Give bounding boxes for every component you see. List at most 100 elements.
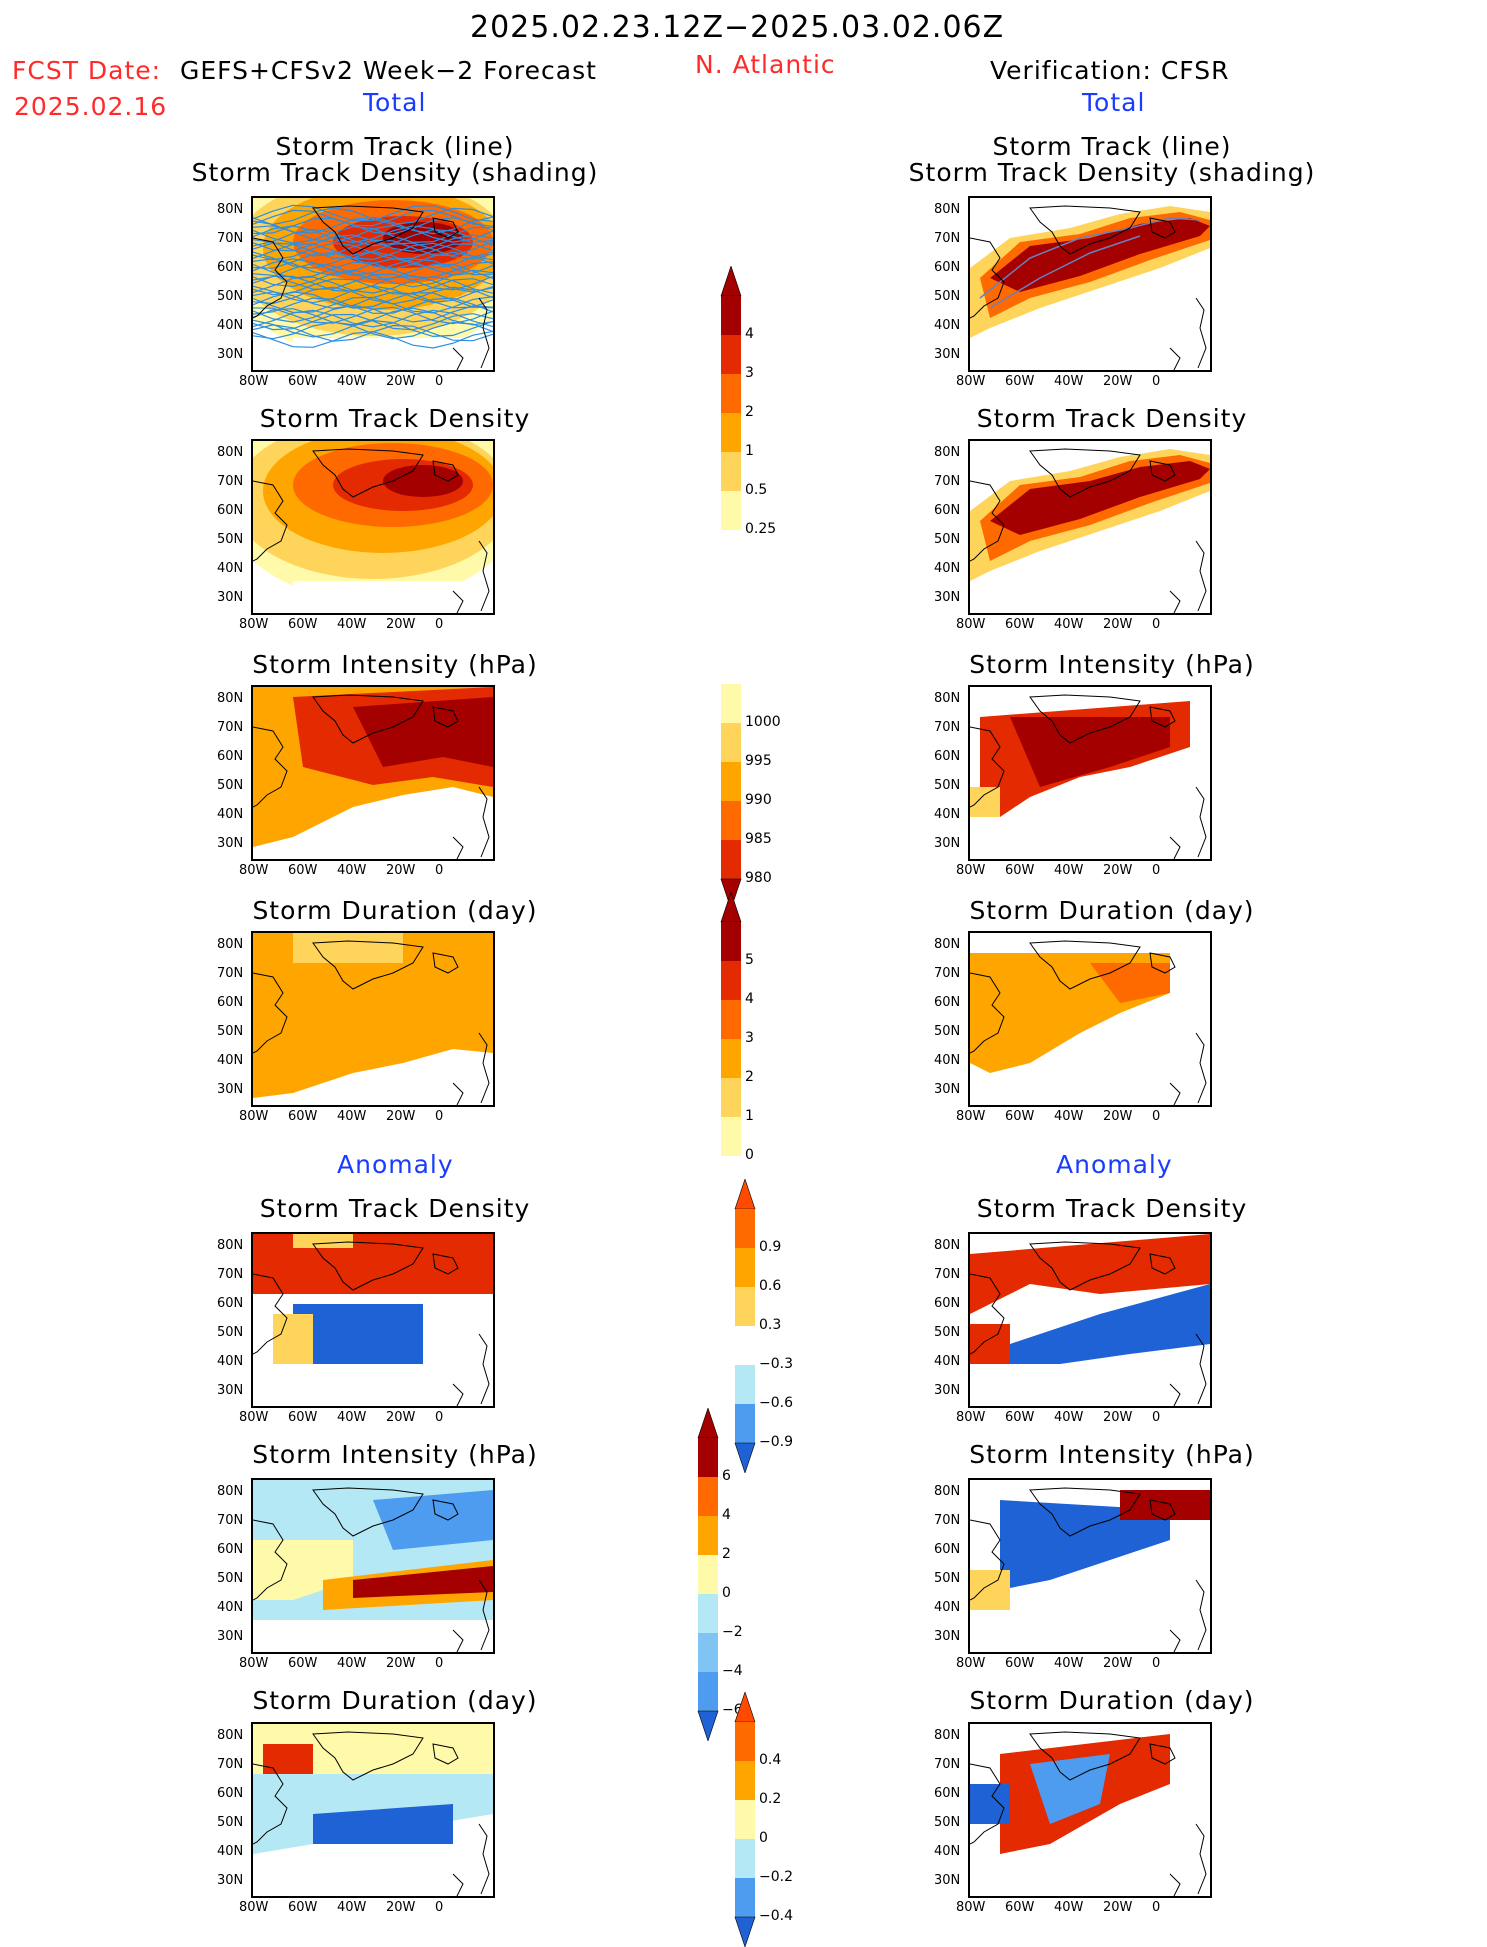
colorbar-tick-label: 980	[745, 870, 772, 886]
lon-tick-label: 20W	[386, 1109, 416, 1124]
lat-tick-label: 80N	[217, 445, 244, 460]
colorbar-tick-label: −0.6	[759, 1395, 793, 1411]
colorbar-tick-label: 0.9	[759, 1239, 782, 1255]
lat-tick-label: 40N	[217, 1844, 244, 1859]
heatmap-field	[970, 441, 1210, 613]
lat-tick-label: 60N	[934, 749, 961, 764]
lon-tick-label: 60W	[1005, 617, 1035, 632]
lat-tick-label: 70N	[217, 1267, 244, 1282]
lon-tick-label: 80W	[239, 863, 269, 878]
map-panel	[968, 685, 1212, 861]
lat-tick-label: 80N	[217, 691, 244, 706]
colorbar-tick-label: −0.4	[759, 1908, 793, 1924]
lat-tick-label: 30N	[217, 1629, 244, 1644]
lon-tick-label: 80W	[956, 1109, 986, 1124]
title-anom-density-right: Storm Track Density	[976, 1194, 1248, 1223]
lon-tick-label: 40W	[1054, 374, 1084, 389]
lat-tick-label: 40N	[217, 1600, 244, 1615]
map-panel	[968, 1232, 1212, 1408]
title-density-right: Storm Track Density	[976, 404, 1248, 433]
map-panel	[251, 1232, 495, 1408]
lon-tick-label: 20W	[1103, 374, 1133, 389]
colorbar-tick-label: −2	[722, 1624, 743, 1640]
lat-tick-label: 30N	[934, 836, 961, 851]
lon-tick-label: 40W	[337, 374, 367, 389]
section-anomaly-right: Anomaly	[1056, 1150, 1173, 1179]
lon-tick-label: 0	[1152, 617, 1161, 632]
lat-tick-label: 30N	[217, 347, 244, 362]
colorbar-tick-label: −0.3	[759, 1356, 793, 1372]
lat-tick-label: 60N	[934, 995, 961, 1010]
lat-tick-label: 70N	[934, 1757, 961, 1772]
lat-tick-label: 80N	[217, 1728, 244, 1743]
lon-tick-label: 0	[1152, 1656, 1161, 1671]
lat-tick-label: 60N	[934, 1542, 961, 1557]
section-anomaly-left: Anomaly	[337, 1150, 454, 1179]
lat-tick-label: 50N	[217, 289, 244, 304]
title-track-shading-right: Storm Track Density (shading)	[908, 158, 1316, 187]
colorbar-tick-label: 4	[745, 991, 754, 1007]
heatmap-field	[253, 933, 493, 1105]
lon-tick-label: 40W	[1054, 1656, 1084, 1671]
lon-tick-label: 0	[435, 863, 444, 878]
lon-tick-label: 40W	[1054, 863, 1084, 878]
title-anom-duration-left: Storm Duration (day)	[252, 1686, 538, 1715]
lon-tick-label: 40W	[337, 863, 367, 878]
lon-tick-label: 80W	[956, 374, 986, 389]
lat-tick-label: 50N	[217, 1571, 244, 1586]
lon-tick-label: 20W	[386, 1410, 416, 1425]
colorbar-tick-label: 0	[759, 1830, 768, 1846]
lat-tick-label: 70N	[934, 231, 961, 246]
lat-tick-label: 50N	[934, 778, 961, 793]
colorbar-tick-label: 1	[745, 443, 754, 459]
lat-tick-label: 50N	[934, 1815, 961, 1830]
lat-tick-label: 30N	[217, 1082, 244, 1097]
colorbar-tick-label: 0.25	[745, 521, 777, 537]
lat-tick-label: 60N	[217, 503, 244, 518]
map-panel	[968, 1478, 1212, 1654]
lon-tick-label: 80W	[239, 617, 269, 632]
lat-tick-label: 70N	[217, 966, 244, 981]
colorbar-tick-label: −0.9	[759, 1434, 793, 1450]
lon-tick-label: 0	[1152, 1900, 1161, 1915]
lon-tick-label: 0	[435, 617, 444, 632]
lat-tick-label: 60N	[934, 1296, 961, 1311]
map-panel	[251, 196, 495, 372]
colorbar-tick-label: 1000	[745, 714, 781, 730]
title-anom-intensity-right: Storm Intensity (hPa)	[969, 1440, 1255, 1469]
lon-tick-label: 40W	[1054, 617, 1084, 632]
lat-tick-label: 60N	[217, 749, 244, 764]
heatmap-field	[970, 198, 1210, 370]
verification-label: Verification: CFSR	[990, 56, 1230, 85]
lat-tick-label: 70N	[934, 1267, 961, 1282]
lat-tick-label: 60N	[934, 1786, 961, 1801]
lon-tick-label: 60W	[288, 1900, 318, 1915]
colorbar-tick-label: 0	[745, 1147, 754, 1163]
map-panel	[251, 1722, 495, 1898]
map-panel	[968, 439, 1212, 615]
colorbar-tick-label: 4	[722, 1507, 731, 1523]
lon-tick-label: 80W	[956, 617, 986, 632]
date-range-title: 2025.02.23.12Z−2025.03.02.06Z	[470, 10, 1005, 45]
lon-tick-label: 80W	[239, 1656, 269, 1671]
lon-tick-label: 40W	[337, 1109, 367, 1124]
title-track-line-right: Storm Track (line)	[992, 132, 1232, 161]
heatmap-field	[253, 1234, 493, 1406]
lat-tick-label: 40N	[934, 318, 961, 333]
lon-tick-label: 0	[435, 1410, 444, 1425]
lon-tick-label: 40W	[1054, 1410, 1084, 1425]
lon-tick-label: 40W	[337, 1410, 367, 1425]
colorbar-tick-label: 1	[745, 1108, 754, 1124]
lon-tick-label: 40W	[337, 1900, 367, 1915]
lon-tick-label: 80W	[239, 1410, 269, 1425]
lat-tick-label: 70N	[217, 474, 244, 489]
lat-tick-label: 70N	[217, 1513, 244, 1528]
lat-tick-label: 70N	[934, 1513, 961, 1528]
lon-tick-label: 40W	[1054, 1109, 1084, 1124]
map-panel	[251, 685, 495, 861]
lon-tick-label: 20W	[1103, 1900, 1133, 1915]
heatmap-field	[970, 687, 1210, 859]
lat-tick-label: 60N	[934, 503, 961, 518]
lat-tick-label: 80N	[217, 937, 244, 952]
colorbar-tick-label: 3	[745, 365, 754, 381]
